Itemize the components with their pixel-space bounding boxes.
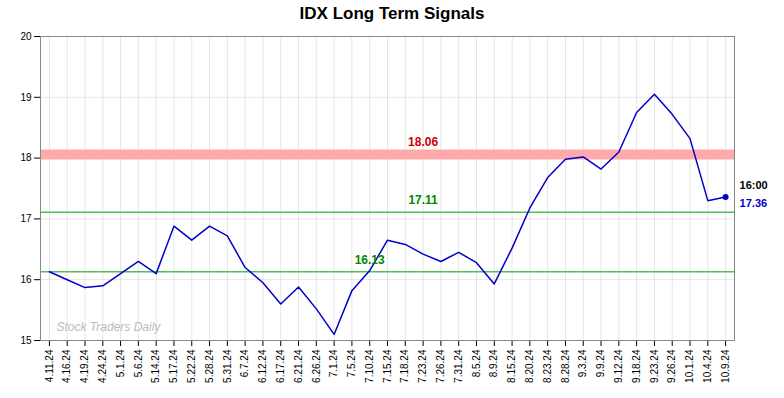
svg-text:9.23.24: 9.23.24 bbox=[649, 349, 660, 383]
svg-text:18: 18 bbox=[20, 152, 32, 163]
svg-text:7.5.24: 7.5.24 bbox=[346, 349, 357, 377]
svg-text:18.06: 18.06 bbox=[408, 135, 438, 149]
svg-text:16:00: 16:00 bbox=[740, 179, 768, 191]
svg-text:4.11.24: 4.11.24 bbox=[44, 349, 55, 382]
svg-text:7.18.24: 7.18.24 bbox=[399, 349, 410, 383]
svg-text:17.36: 17.36 bbox=[740, 197, 768, 209]
svg-text:8.20.24: 8.20.24 bbox=[524, 349, 535, 383]
svg-text:19: 19 bbox=[20, 92, 32, 103]
svg-text:8.23.24: 8.23.24 bbox=[542, 349, 553, 383]
svg-text:16.13: 16.13 bbox=[355, 253, 385, 267]
svg-text:6.26.24: 6.26.24 bbox=[311, 349, 322, 383]
svg-text:Stock Traders Daily: Stock Traders Daily bbox=[57, 320, 162, 334]
svg-text:5.17.24: 5.17.24 bbox=[168, 349, 179, 383]
svg-text:7.23.24: 7.23.24 bbox=[417, 349, 428, 383]
svg-text:4.24.24: 4.24.24 bbox=[97, 349, 108, 383]
svg-text:8.28.24: 8.28.24 bbox=[560, 349, 571, 383]
svg-text:9.18.24: 9.18.24 bbox=[631, 349, 642, 383]
svg-text:16: 16 bbox=[20, 274, 32, 285]
svg-text:17: 17 bbox=[20, 213, 32, 224]
svg-text:10.1.24: 10.1.24 bbox=[684, 349, 695, 383]
svg-text:9.12.24: 9.12.24 bbox=[613, 349, 624, 383]
svg-text:5.31.24: 5.31.24 bbox=[222, 349, 233, 383]
svg-text:8.15.24: 8.15.24 bbox=[506, 349, 517, 383]
svg-text:6.21.24: 6.21.24 bbox=[293, 349, 304, 383]
svg-text:8.9.24: 8.9.24 bbox=[488, 349, 499, 377]
svg-text:7.31.24: 7.31.24 bbox=[453, 349, 464, 383]
svg-text:10.4.24: 10.4.24 bbox=[702, 349, 713, 383]
svg-text:5.6.24: 5.6.24 bbox=[133, 349, 144, 377]
svg-text:9.26.24: 9.26.24 bbox=[666, 349, 677, 383]
svg-text:7.15.24: 7.15.24 bbox=[382, 349, 393, 383]
svg-text:5.1.24: 5.1.24 bbox=[115, 349, 126, 377]
svg-text:9.9.24: 9.9.24 bbox=[595, 349, 606, 377]
svg-text:7.1.24: 7.1.24 bbox=[328, 349, 339, 377]
svg-text:5.28.24: 5.28.24 bbox=[204, 349, 215, 383]
svg-text:7.26.24: 7.26.24 bbox=[435, 349, 446, 383]
svg-text:8.5.24: 8.5.24 bbox=[471, 349, 482, 377]
svg-text:4.19.24: 4.19.24 bbox=[79, 349, 90, 383]
svg-text:6.12.24: 6.12.24 bbox=[257, 349, 268, 383]
svg-text:15: 15 bbox=[20, 335, 32, 346]
svg-text:17.11: 17.11 bbox=[408, 193, 438, 207]
svg-text:5.22.24: 5.22.24 bbox=[186, 349, 197, 383]
html-text:IDX Long Term Signals: IDX Long Term Signals bbox=[299, 4, 485, 23]
svg-text:6.17.24: 6.17.24 bbox=[275, 349, 286, 383]
svg-text:10.9.24: 10.9.24 bbox=[720, 349, 731, 383]
svg-text:6.7.24: 6.7.24 bbox=[239, 349, 250, 377]
svg-text:5.14.24: 5.14.24 bbox=[150, 349, 161, 383]
svg-text:4.16.24: 4.16.24 bbox=[61, 349, 72, 383]
svg-text:7.10.24: 7.10.24 bbox=[364, 349, 375, 383]
svg-text:9.3.24: 9.3.24 bbox=[577, 349, 588, 377]
svg-text:20: 20 bbox=[20, 31, 32, 42]
